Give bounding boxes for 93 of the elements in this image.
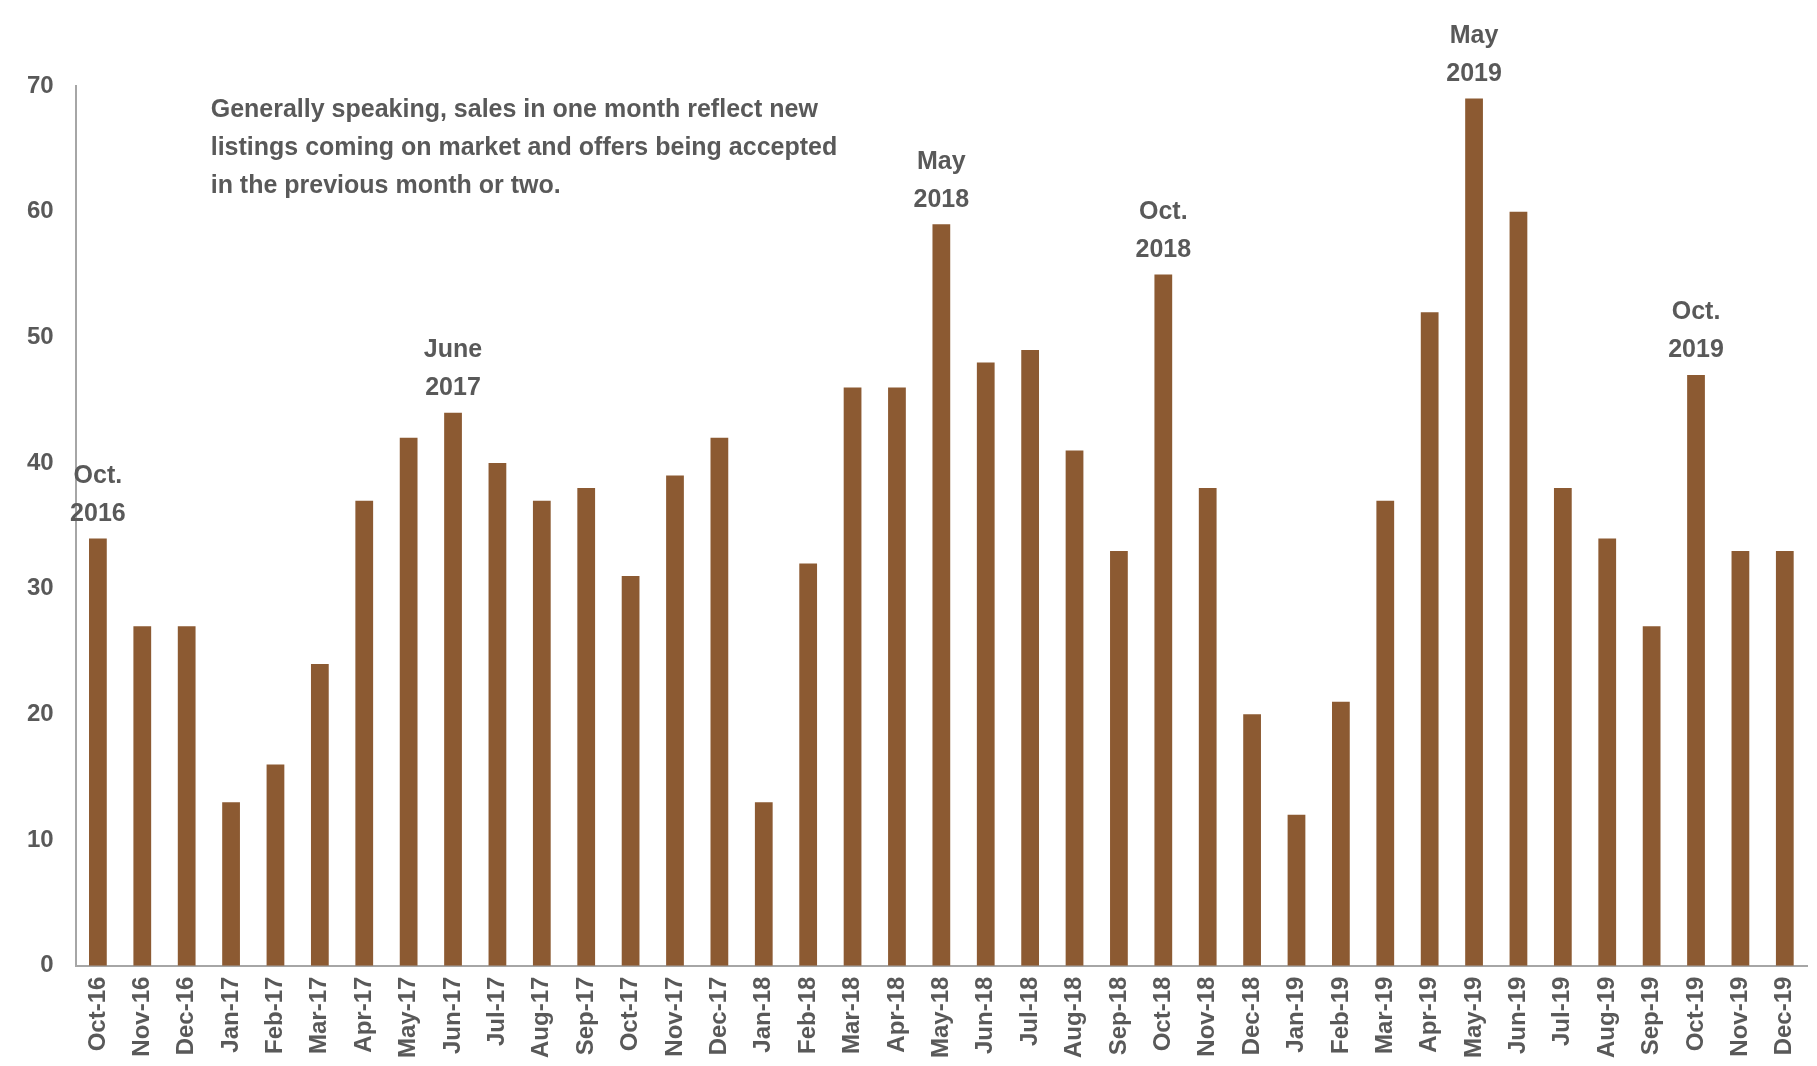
bar [444,412,462,966]
bar [1420,312,1439,966]
x-tick-label: Aug-18 [1059,976,1087,1058]
bar [399,437,418,966]
annotation: May 2018 [913,145,970,212]
bar [1687,375,1705,966]
x-tick-label: Dec-17 [704,976,732,1056]
bar [1198,488,1217,966]
bar [1775,550,1794,966]
bar [266,764,285,966]
annotation: June 2017 [423,334,483,401]
bar [976,362,995,966]
x-tick-label: Oct-18 [1147,976,1175,1052]
bar [1553,488,1572,966]
x-tick-label: Jun-18 [970,976,998,1054]
x-tick-label: Jan-17 [215,976,243,1053]
x-tick-label: Sep-19 [1636,976,1664,1056]
bar [1021,349,1040,966]
x-tick-label: Dec-18 [1236,976,1264,1056]
bar [888,387,906,966]
x-tick-label: Mar-19 [1369,976,1397,1054]
bar [932,224,951,966]
x-tick-label: Mar-18 [837,976,865,1054]
bar [1465,98,1483,966]
x-tick-label: Dec-19 [1769,976,1797,1056]
x-tick-label: Oct-19 [1680,976,1708,1052]
x-tick-label: Aug-17 [526,976,554,1058]
x-tick-label: Mar-17 [304,976,332,1054]
x-tick-label: Aug-19 [1591,976,1619,1058]
annotation: May 2019 [1446,19,1502,86]
x-tick-label: Jul-18 [1014,976,1042,1046]
x-tick-label: Jan-19 [1281,976,1309,1053]
bar [1154,274,1173,966]
bar [1287,814,1306,966]
x-tick-label: Feb-18 [792,976,820,1054]
bar [666,475,684,966]
annotation: Oct. 2019 [1668,296,1724,363]
bar [843,387,862,966]
bar [1065,450,1084,966]
bar [177,626,196,966]
y-tick-label: 70 [26,70,54,98]
bar [1332,701,1350,966]
y-tick-label: 40 [26,447,54,475]
x-tick-label: Feb-19 [1325,976,1353,1054]
bar [1642,626,1661,966]
annotation: Oct. 2018 [1135,195,1192,262]
bar [133,626,152,966]
x-tick-label: Jan-18 [748,976,776,1053]
y-tick-label: 50 [26,321,54,349]
x-tick-label: Jun-19 [1503,976,1531,1054]
bar [754,802,773,966]
annotation: Oct. 2016 [70,459,126,526]
x-tick-label: Jun-17 [437,976,465,1054]
bar [1731,550,1750,966]
x-tick-label: Apr-17 [348,976,376,1053]
x-tick-label: Oct-17 [615,976,643,1052]
x-tick-label: Dec-16 [171,976,199,1056]
bar [1509,211,1528,966]
bar [488,462,507,966]
y-tick-label: 30 [26,573,54,601]
x-tick-label: Feb-17 [260,976,288,1054]
bar [1598,538,1617,966]
bar [532,500,551,966]
x-tick-label: Apr-19 [1414,976,1442,1053]
x-tick-label: Jul-17 [482,976,510,1046]
bar [577,488,596,966]
y-tick-label: 0 [40,950,54,978]
bar [799,563,818,966]
x-tick-label: Sep-17 [570,976,598,1056]
bar [89,538,107,966]
y-tick-label: 20 [26,698,54,726]
x-tick-label: Oct-16 [82,976,110,1052]
y-tick-label: 10 [26,824,54,852]
bar [710,437,729,966]
x-tick-label: May-18 [925,976,953,1058]
x-tick-label: Nov-16 [126,976,154,1057]
x-tick-label: May-17 [393,976,421,1058]
bar [621,576,640,966]
bar [1376,500,1395,966]
bar [1243,714,1261,966]
x-tick-label: Jul-19 [1547,976,1575,1046]
y-tick-label: 60 [26,196,54,224]
x-tick-label: Sep-18 [1103,976,1131,1056]
annotation: Generally speaking, sales in one month reflect new listings coming on market and offers being accepted in the previous month or two. [210,94,838,199]
x-tick-label: Apr-18 [881,976,909,1053]
bar [1110,550,1128,966]
x-tick-label: Nov-18 [1192,976,1220,1057]
bar [310,664,329,966]
x-tick-label: May-19 [1458,976,1486,1058]
bar [222,802,240,966]
x-tick-label: Nov-17 [659,976,687,1057]
bar [355,500,374,966]
x-tick-label: Nov-19 [1725,976,1753,1057]
